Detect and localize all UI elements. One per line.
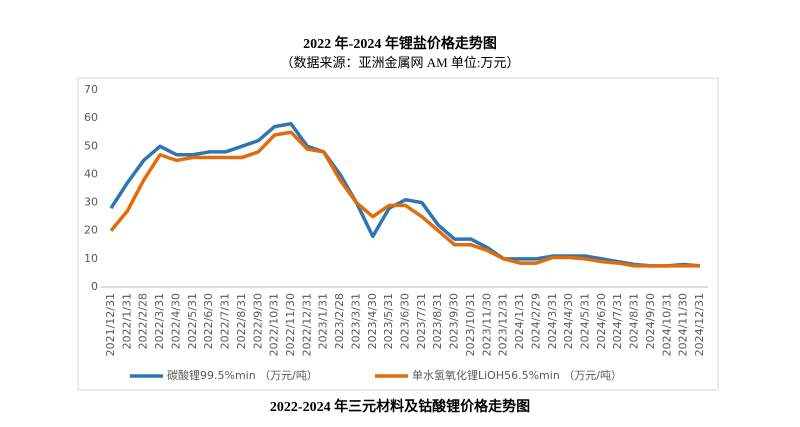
x-tick-label: 2024/7/31	[611, 293, 624, 349]
y-tick-label: 30	[84, 196, 98, 209]
series-line	[109, 130, 700, 268]
x-tick-label: 2021/12/31	[104, 293, 117, 356]
x-tick-label: 2024/4/30	[562, 293, 575, 349]
y-tick-label: 40	[84, 167, 98, 180]
x-tick-label: 2023/8/31	[431, 293, 444, 349]
x-tick-label: 2022/11/30	[284, 293, 297, 356]
x-tick-label: 2022/5/31	[186, 293, 199, 349]
y-tick-label: 50	[84, 139, 98, 152]
x-tick-label: 2023/12/31	[497, 293, 510, 356]
series-line	[109, 122, 701, 268]
caption: 2022-2024 年三元材料及钴酸锂价格走势图	[270, 398, 530, 415]
y-tick-label: 70	[84, 83, 98, 96]
y-tick-label: 0	[91, 280, 98, 293]
chart-subtitle: （数据来源：亚洲金属网 AM 单位:万元）	[280, 55, 519, 70]
x-tick-label: 2022/2/28	[137, 293, 150, 349]
x-tick-label: 2024/6/30	[595, 293, 608, 349]
x-tick-label: 2024/5/31	[578, 293, 591, 349]
x-tick-label: 2022/10/31	[268, 293, 281, 356]
x-tick-label: 2024/2/29	[529, 293, 542, 349]
y-tick-label: 20	[84, 224, 98, 237]
x-tick-label: 2022/9/30	[251, 293, 264, 349]
x-tick-label: 2024/11/30	[677, 293, 690, 356]
plot-frame	[77, 77, 719, 391]
x-tick-label: 2023/4/30	[366, 293, 379, 349]
x-tick-label: 2022/3/31	[153, 293, 166, 349]
legend-label: 单水氢氧化锂LiOH56.5%min （万元/吨）	[412, 368, 622, 382]
x-tick-label: 2024/10/31	[660, 293, 673, 356]
x-tick-label: 2022/6/30	[202, 293, 215, 349]
x-tick-label: 2022/12/31	[300, 293, 313, 356]
x-tick-label: 2023/1/31	[317, 293, 330, 349]
x-tick-label: 2022/8/31	[235, 293, 248, 349]
y-tick-label: 10	[84, 252, 98, 265]
x-tick-label: 2023/5/31	[382, 293, 395, 349]
legend-label: 碳酸锂99.5%min （万元/吨）	[167, 368, 318, 382]
x-tick-label: 2024/12/31	[693, 293, 706, 356]
x-tick-label: 2023/7/31	[415, 293, 428, 349]
x-tick-label: 2023/6/30	[399, 293, 412, 349]
x-tick-label: 2024/9/30	[644, 293, 657, 349]
x-tick-label: 2023/11/30	[480, 293, 493, 356]
x-tick-label: 2024/1/31	[513, 293, 526, 349]
chart-title: 2022 年-2024 年锂盐价格走势图	[303, 35, 497, 52]
x-tick-label: 2022/7/31	[219, 293, 232, 349]
x-tick-label: 2024/8/31	[628, 293, 641, 349]
x-tick-label: 2023/3/31	[349, 293, 362, 349]
x-tick-label: 2023/10/31	[464, 293, 477, 356]
x-tick-label: 2023/9/30	[448, 293, 461, 349]
x-tick-label: 2024/3/31	[546, 293, 559, 349]
y-tick-label: 60	[84, 111, 98, 124]
x-tick-label: 2022/4/30	[169, 293, 182, 349]
x-tick-label: 2022/1/31	[120, 293, 133, 349]
x-tick-label: 2023/2/28	[333, 293, 346, 349]
